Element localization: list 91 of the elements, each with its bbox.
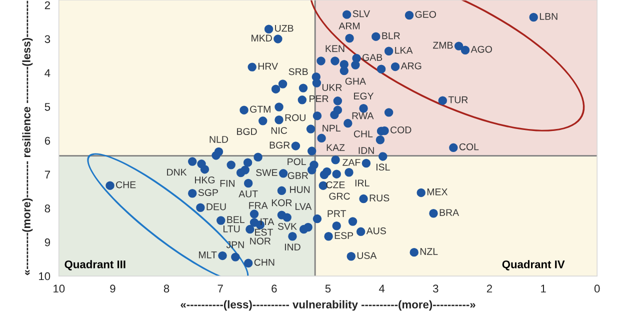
annotation: NZL <box>420 248 438 255</box>
annotation: POL <box>288 158 306 166</box>
annotation: GEO <box>415 10 436 18</box>
annotation: HRV <box>258 62 278 70</box>
annotation: CHN <box>254 258 274 266</box>
annotation: IRL <box>355 180 370 186</box>
annotation: UKR <box>322 84 342 91</box>
x-tick-label: 9 <box>110 284 116 293</box>
annotation: EGY <box>354 92 374 100</box>
x-tick-label: 6 <box>272 284 277 293</box>
annotation: PRT <box>328 210 346 217</box>
annotation: NPL <box>322 124 340 132</box>
annotation: USA <box>357 252 377 259</box>
annotation: RWA <box>352 112 374 120</box>
annotation: ZMB <box>433 42 453 49</box>
annotation: Quadrant IV <box>502 260 565 270</box>
annotation: BGD <box>237 128 257 135</box>
annotation: SGP <box>198 189 218 196</box>
annotation: LTU <box>224 226 240 232</box>
annotation: AGO <box>470 46 492 53</box>
annotation: MKD <box>252 34 272 42</box>
x-axis-title: «----------(less)---------- vulnerability ----------(more)----------» <box>180 300 476 311</box>
annotation: HUN <box>290 186 310 194</box>
annotation: EST <box>255 228 273 236</box>
annotation: CHE <box>116 181 136 188</box>
annotation: FIN <box>220 180 234 187</box>
annotation: GTM <box>250 106 270 113</box>
annotation: ZAF <box>342 159 360 166</box>
y-tick-label: 4 <box>44 69 50 77</box>
annotation: KAZ <box>326 144 345 151</box>
x-tick-label: 7 <box>218 284 223 292</box>
annotation: NIC <box>271 127 288 134</box>
annotation: Quadrant III <box>64 260 126 270</box>
annotation: KOR <box>272 199 292 206</box>
annotation: ESP <box>334 232 354 240</box>
annotation: ISL <box>376 164 390 171</box>
annotation: DEU <box>206 203 226 210</box>
annotation: BRA <box>440 209 460 216</box>
annotation: GRC <box>329 192 350 200</box>
annotation: COL <box>459 143 479 150</box>
annotation: HKG <box>195 176 215 184</box>
y-tick-label: 9 <box>44 238 50 246</box>
annotation: AUS <box>366 227 386 234</box>
y-tick-label: 6 <box>44 136 50 145</box>
annotation: GBR <box>288 172 308 180</box>
annotation: IND <box>285 244 300 250</box>
annotation: SLV <box>352 10 370 18</box>
annotation: ROU <box>285 114 306 122</box>
annotation: ARM <box>338 22 360 30</box>
annotation: RUS <box>370 194 390 202</box>
annotation: NLD <box>210 136 228 143</box>
annotation: ARG <box>400 62 422 70</box>
annotation: COD <box>390 126 412 134</box>
annotation: LBN <box>540 13 558 20</box>
annotation: SVK <box>278 222 297 230</box>
x-tick-label: 10 <box>54 284 65 293</box>
y-tick-label: 7 <box>44 170 50 178</box>
annotation: KEN <box>326 45 344 52</box>
annotation: TUR <box>448 96 468 104</box>
annotation: AUT <box>238 190 258 198</box>
annotation: MEX <box>427 188 448 196</box>
annotation: GHA <box>345 78 366 85</box>
annotation: UZB <box>275 24 294 32</box>
y-tick-label: 2 <box>44 1 50 10</box>
annotation: LKA <box>395 46 413 54</box>
annotation: LVA <box>296 203 312 210</box>
annotation: BGR <box>270 142 290 149</box>
y-axis-title: «----------(more)---------- resilience ----------(less)---------- <box>22 0 33 276</box>
annotation: NOR <box>250 238 271 245</box>
x-tick-label: 5 <box>325 284 331 293</box>
annotation: SRB <box>288 68 308 76</box>
y-tick-label: 10 <box>39 272 50 280</box>
annotation: MLT <box>199 252 217 258</box>
annotation: CHL <box>354 130 373 138</box>
annotation: GAB <box>362 54 382 61</box>
x-tick-label: 4 <box>378 284 385 292</box>
y-tick-label: 3 <box>44 35 50 44</box>
annotation: SWE <box>256 169 278 176</box>
x-tick-label: 0 <box>594 284 600 293</box>
annotation: IDN <box>358 147 374 154</box>
annotation: ITA <box>260 218 274 226</box>
annotation: BEL <box>227 216 244 223</box>
annotation: BLR <box>382 32 400 40</box>
x-tick-label: 8 <box>164 284 170 293</box>
annotation: FRA <box>249 202 268 209</box>
x-tick-label: 1 <box>541 284 546 292</box>
x-tick-label: 2 <box>486 284 492 292</box>
x-tick-label: 3 <box>432 284 438 293</box>
y-tick-label: 8 <box>44 204 50 212</box>
annotation: DNK <box>167 168 187 176</box>
y-tick-label: 5 <box>44 103 50 111</box>
